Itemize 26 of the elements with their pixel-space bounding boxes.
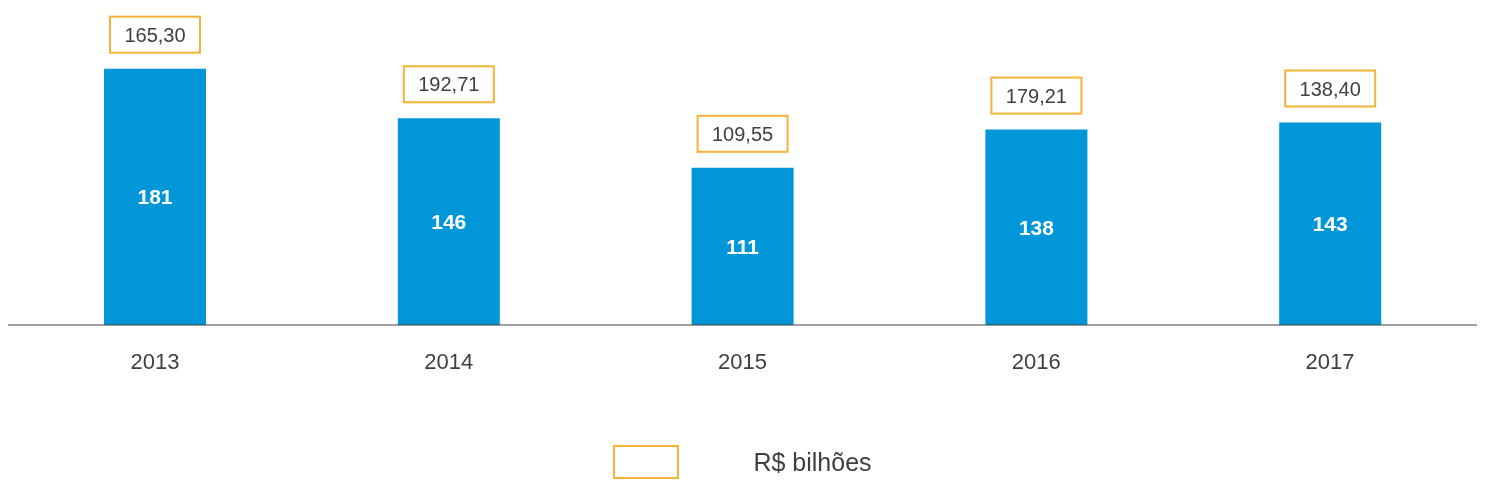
annotation: 179,21 <box>1005 84 1067 107</box>
annotation: 109,55 <box>712 122 774 145</box>
bar <box>691 167 794 325</box>
x-tick-label: 2014 <box>424 348 474 374</box>
bar <box>104 68 206 325</box>
bar <box>397 118 500 325</box>
data-label: 146 <box>431 210 467 234</box>
value-box: 165,30 <box>109 15 201 54</box>
value-box: 179,21 <box>990 76 1083 115</box>
data-label: 111 <box>726 234 760 258</box>
value-box: 109,55 <box>696 114 789 153</box>
value-box: 138,40 <box>1284 69 1377 108</box>
data-label: 181 <box>137 185 173 209</box>
data-label: 138 <box>1018 215 1055 239</box>
data-label: 143 <box>1312 212 1348 236</box>
annotation: 138,40 <box>1299 77 1361 100</box>
bar <box>985 129 1088 325</box>
bar <box>1279 122 1382 325</box>
x-tick-label: 2015 <box>718 348 767 374</box>
x-tick-label: 2016 <box>1011 348 1061 374</box>
annotation: 165,30 <box>124 23 186 46</box>
text: R$ bilhões <box>753 447 872 477</box>
value-box: 192,71 <box>402 65 495 104</box>
annotation: 192,71 <box>418 73 480 96</box>
x-tick-label: 2013 <box>130 348 180 374</box>
x-tick-label: 2017 <box>1305 348 1355 374</box>
